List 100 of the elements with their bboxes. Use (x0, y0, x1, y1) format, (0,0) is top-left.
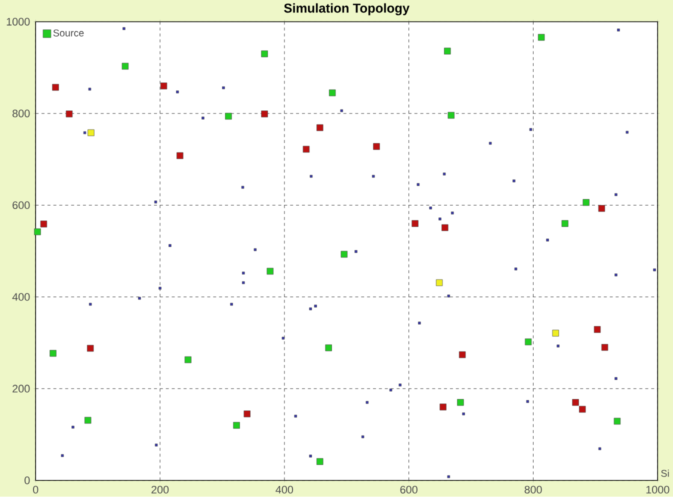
point (310, 175, 313, 178)
point (72, 426, 74, 429)
point (340, 109, 344, 112)
point (84, 417, 92, 424)
point (598, 205, 606, 212)
point (442, 224, 448, 232)
legend-label: Source (53, 30, 84, 37)
point (416, 183, 420, 186)
point (447, 475, 450, 478)
point (316, 458, 324, 466)
y-tick-label: 600 (12, 201, 30, 210)
point (202, 116, 204, 120)
point (653, 268, 656, 272)
point (556, 344, 560, 348)
point (372, 175, 375, 178)
point (389, 388, 392, 392)
point (438, 218, 442, 220)
y-tick-label: 400 (12, 293, 30, 301)
point (50, 350, 56, 357)
point (626, 130, 629, 134)
point (40, 220, 48, 228)
point (582, 199, 590, 206)
point (444, 48, 451, 55)
point (242, 272, 245, 275)
point (160, 82, 168, 90)
point (52, 84, 59, 91)
x-tick-label: 0 (33, 486, 38, 494)
point (601, 344, 608, 351)
point (412, 220, 418, 227)
point (261, 110, 268, 118)
point (244, 410, 250, 418)
point (88, 88, 92, 91)
point (366, 401, 369, 404)
point (373, 143, 380, 150)
point (440, 404, 446, 410)
x-tick-label: 600 (400, 486, 418, 494)
point (66, 110, 73, 118)
y-tick-label: 800 (12, 110, 30, 118)
x-tick-label: 800 (524, 486, 542, 494)
point (176, 90, 179, 94)
point (614, 418, 621, 425)
x-tick-label: 1000 (646, 486, 670, 494)
point (309, 308, 312, 310)
point (230, 302, 233, 306)
point (314, 304, 317, 308)
point (122, 62, 129, 70)
chart-title: Simulation Topology (284, 3, 410, 16)
point (88, 129, 94, 136)
point (184, 356, 192, 364)
point (572, 399, 579, 406)
point (222, 86, 225, 90)
point (138, 297, 141, 300)
point (552, 330, 559, 337)
point (154, 200, 158, 204)
point (340, 251, 348, 258)
point (328, 90, 336, 96)
text: Si (661, 470, 669, 477)
point (458, 351, 466, 358)
point (614, 193, 618, 196)
point (442, 172, 446, 176)
point (266, 268, 274, 275)
y-tick-label: 0 (24, 476, 30, 484)
point (538, 34, 545, 41)
point (325, 344, 332, 352)
point (488, 142, 492, 145)
x-tick-label: 200 (152, 486, 169, 494)
point (614, 377, 618, 380)
point (158, 286, 162, 290)
point (261, 50, 268, 58)
point (294, 414, 298, 418)
point (429, 206, 432, 210)
point (594, 326, 601, 333)
point (418, 322, 421, 325)
point (233, 422, 240, 429)
point (168, 244, 172, 248)
point (450, 212, 454, 214)
point (361, 436, 364, 438)
point (154, 444, 158, 447)
point (512, 180, 516, 182)
point (448, 112, 454, 119)
point (526, 400, 530, 403)
point (242, 281, 245, 284)
point (579, 406, 586, 413)
point (254, 248, 257, 252)
point (524, 338, 532, 346)
point (546, 238, 549, 242)
point (436, 279, 443, 286)
point (60, 454, 64, 458)
point (598, 447, 602, 450)
point (225, 112, 232, 120)
point (302, 146, 310, 153)
point (614, 274, 618, 276)
point (462, 412, 465, 416)
point (88, 302, 92, 306)
x-tick-label: 400 (276, 486, 294, 494)
point (457, 399, 464, 406)
point (122, 27, 126, 30)
point (241, 186, 244, 189)
point (354, 250, 358, 253)
point (176, 152, 184, 160)
